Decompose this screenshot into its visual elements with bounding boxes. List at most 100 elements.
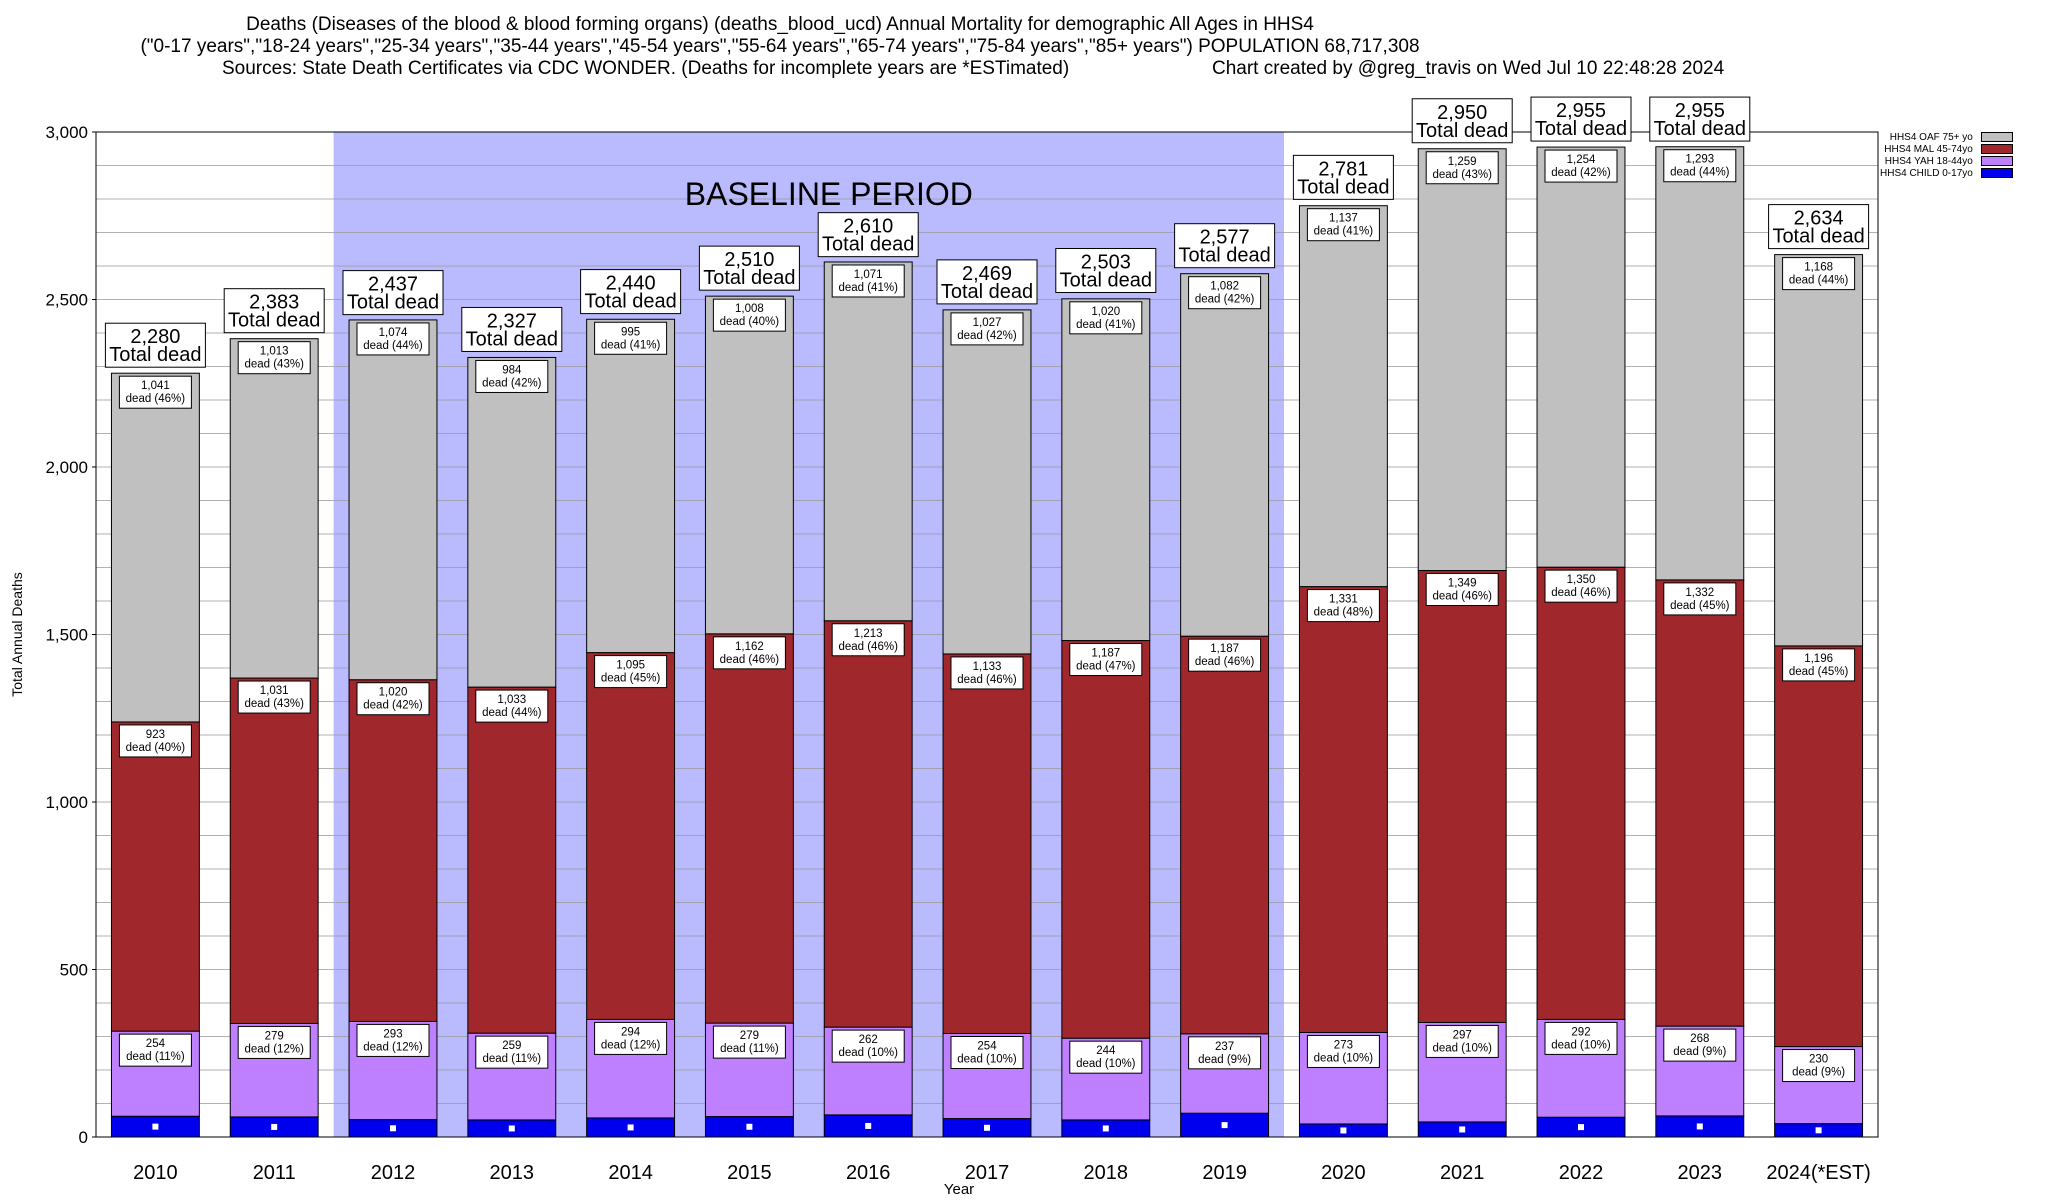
- data-label-yah: dead (9%): [1673, 1046, 1726, 1058]
- data-label-mal: dead (45%): [1670, 600, 1730, 612]
- total-label-box: [1530, 96, 1632, 142]
- bar-oaf-2020: [1298, 205, 1388, 588]
- baseline-period-label: BASELINE PERIOD: [685, 176, 973, 212]
- data-label-mal: 1,332: [1685, 587, 1714, 599]
- data-label-yah: dead (12%): [244, 1043, 304, 1055]
- data-label-oaf-box: [831, 264, 905, 298]
- data-label-mal-box: [950, 656, 1024, 690]
- bar-mal-2015: [704, 633, 794, 1024]
- total-value-label: 2,610: [843, 216, 893, 238]
- data-label-mal: dead (46%): [1551, 587, 1611, 599]
- child-marker: [1696, 1123, 1703, 1130]
- child-marker: [865, 1122, 872, 1129]
- data-label-mal-box: [1663, 582, 1737, 616]
- total-value-label: 2,781: [1318, 158, 1368, 180]
- data-label-yah: 292: [1571, 1026, 1590, 1038]
- total-value-label: 2,955: [1556, 100, 1606, 122]
- total-dead-label: Total dead: [584, 291, 676, 313]
- data-label-mal: dead (46%): [1195, 656, 1255, 668]
- legend-swatch-child: [1980, 168, 2013, 178]
- total-label-box: [104, 322, 206, 368]
- bar-mal-2022: [1536, 566, 1626, 1020]
- data-label-oaf: dead (44%): [363, 340, 423, 352]
- child-marker: [1578, 1124, 1584, 1131]
- data-label-oaf: dead (42%): [1195, 294, 1255, 306]
- bar-oaf-2024(*EST): [1774, 254, 1864, 647]
- sources-note: Sources: State Death Certificates via CD…: [222, 58, 1070, 79]
- data-label-yah: dead (9%): [1198, 1054, 1251, 1066]
- x-tick-label: 2019: [1202, 1162, 1247, 1184]
- data-label-mal: 1,349: [1448, 578, 1477, 590]
- data-label-yah-box: [1069, 1040, 1143, 1074]
- total-label-box: [461, 306, 563, 352]
- data-label-yah: 230: [1809, 1054, 1828, 1066]
- total-label-box: [817, 212, 919, 258]
- total-dead-label: Total dead: [1297, 176, 1389, 198]
- data-label-oaf: 1,041: [141, 380, 170, 392]
- total-dead-label: Total dead: [822, 234, 914, 256]
- data-label-yah: 294: [621, 1026, 641, 1038]
- data-label-yah: dead (10%): [1314, 1052, 1374, 1064]
- data-label-mal-box: [1069, 643, 1143, 677]
- data-label-yah: dead (10%): [838, 1047, 898, 1059]
- y-tick-label: 3,000: [45, 123, 88, 142]
- legend-item-yah: HHS4 YAH 18-44yo: [1880, 155, 2013, 167]
- data-label-mal: dead (46%): [720, 654, 780, 666]
- legend: HHS4 OAF 75+ yo HHS4 MAL 45-74yo HHS4 YA…: [1880, 131, 2013, 179]
- total-label-box: [1768, 204, 1870, 250]
- legend-swatch-yah: [1980, 156, 2013, 166]
- legend-item-oaf: HHS4 OAF 75+ yo: [1880, 131, 2013, 143]
- data-label-mal: 1,020: [379, 687, 408, 699]
- data-label-oaf: dead (41%): [1076, 319, 1136, 331]
- legend-item-child: HHS4 CHILD 0-17yo: [1880, 167, 2013, 179]
- data-label-yah-box: [237, 1025, 311, 1059]
- legend-item-mal: HHS4 MAL 45-74yo: [1880, 143, 2013, 155]
- child-marker: [390, 1125, 396, 1132]
- total-value-label: 2,327: [487, 310, 537, 332]
- total-dead-label: Total dead: [1535, 118, 1627, 140]
- total-label-box: [342, 270, 444, 316]
- data-label-oaf: dead (40%): [720, 316, 780, 328]
- data-label-mal-box: [237, 680, 311, 714]
- y-tick-label: 500: [60, 961, 88, 980]
- total-value-label: 2,955: [1675, 100, 1725, 122]
- data-label-oaf: 1,082: [1210, 281, 1239, 293]
- data-label-mal-box: [356, 682, 430, 716]
- bar-mal-2013: [467, 686, 557, 1034]
- data-label-oaf-box: [712, 298, 786, 332]
- data-label-yah: dead (11%): [720, 1043, 779, 1055]
- data-label-oaf: 995: [621, 326, 640, 338]
- bar-mal-2023: [1655, 579, 1745, 1027]
- data-label-mal: dead (45%): [1789, 666, 1849, 678]
- child-marker: [627, 1124, 634, 1131]
- data-label-yah: 259: [502, 1040, 521, 1052]
- y-tick-label: 2,500: [45, 291, 88, 310]
- data-label-yah-box: [1544, 1021, 1618, 1055]
- stacked-bar-chart: 0 500 1,000 1,500 2,000 2,500 3,000 Total Annua…: [9, 96, 1879, 1198]
- data-label-oaf: 1,071: [854, 269, 883, 281]
- data-label-oaf: 1,293: [1685, 154, 1714, 166]
- legend-label-oaf: HHS4 OAF 75+ yo: [1889, 131, 1973, 143]
- bar-mal-2016: [823, 620, 913, 1028]
- bar-oaf-2021: [1417, 148, 1507, 572]
- data-label-oaf: dead (44%): [1789, 275, 1849, 287]
- bar-oaf-2018: [1061, 298, 1151, 642]
- data-label-mal-box: [1425, 573, 1499, 607]
- data-label-yah: 273: [1334, 1039, 1353, 1051]
- y-tick-label: 1,500: [45, 626, 88, 645]
- data-label-oaf-box: [950, 312, 1024, 346]
- data-label-yah: 293: [383, 1028, 402, 1040]
- data-label-mal-box: [1782, 648, 1856, 682]
- data-label-mal-box: [475, 689, 549, 723]
- data-label-mal: dead (44%): [482, 707, 542, 719]
- data-label-oaf-box: [1188, 276, 1262, 310]
- total-dead-label: Total dead: [1654, 118, 1746, 140]
- child-marker: [1815, 1127, 1822, 1134]
- data-label-yah-box: [475, 1035, 549, 1069]
- data-label-oaf: dead (41%): [1314, 226, 1374, 238]
- total-value-label: 2,440: [606, 273, 656, 295]
- data-label-mal: dead (40%): [126, 742, 186, 754]
- data-label-oaf: dead (42%): [482, 377, 542, 389]
- data-label-oaf: 1,020: [1091, 306, 1120, 318]
- data-label-oaf: dead (41%): [601, 339, 661, 351]
